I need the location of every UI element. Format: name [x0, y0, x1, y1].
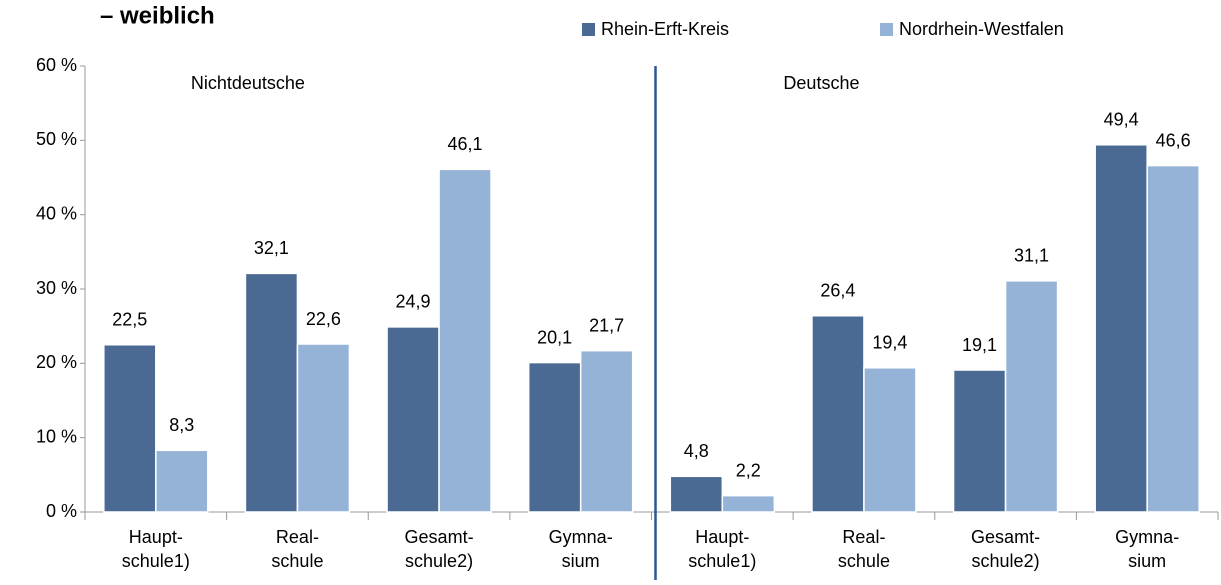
- bar: [1004, 280, 1059, 513]
- value-label: 24,9: [396, 292, 431, 312]
- x-tick-label: schule1): [688, 551, 756, 571]
- bar: [811, 315, 865, 513]
- group-label: Deutsche: [783, 73, 859, 93]
- x-tick-label: Haupt-: [129, 527, 183, 547]
- bar: [296, 343, 351, 513]
- value-label: 26,4: [820, 281, 855, 301]
- value-label: 2,2: [736, 460, 761, 480]
- x-tick-label: Gymna-: [1115, 527, 1179, 547]
- value-label: 49,4: [1104, 110, 1139, 130]
- bar: [386, 326, 440, 513]
- value-label: 4,8: [684, 441, 709, 461]
- bar: [527, 361, 582, 513]
- x-tick-label: sium: [1128, 551, 1166, 571]
- y-tick-label: 40 %: [36, 203, 77, 223]
- x-tick-label: Gesamt-: [405, 527, 474, 547]
- legend-swatch: [880, 23, 893, 36]
- bar: [155, 449, 209, 513]
- y-tick-label: 10 %: [36, 426, 77, 446]
- bar: [952, 369, 1007, 513]
- bar: [1146, 164, 1200, 513]
- chart-title: – weiblich: [100, 2, 215, 29]
- x-tick-label: schule2): [972, 551, 1040, 571]
- x-tick-label: schule: [838, 551, 890, 571]
- value-label: 32,1: [254, 238, 289, 258]
- value-label: 8,3: [169, 415, 194, 435]
- value-label: 22,6: [306, 309, 341, 329]
- value-label: 22,5: [112, 310, 147, 330]
- bar: [244, 272, 299, 513]
- y-tick-label: 50 %: [36, 129, 77, 149]
- x-tick-label: Haupt-: [695, 527, 749, 547]
- legend-label: Rhein-Erft-Kreis: [601, 19, 729, 39]
- y-tick-label: 20 %: [36, 352, 77, 372]
- bar: [721, 494, 776, 513]
- bar: [1094, 144, 1148, 513]
- x-tick-label: schule2): [405, 551, 473, 571]
- value-label: 31,1: [1014, 246, 1049, 266]
- y-tick-label: 30 %: [36, 278, 77, 298]
- legend-swatch: [582, 23, 595, 36]
- bar: [669, 475, 724, 513]
- value-label: 19,1: [962, 335, 997, 355]
- bar: [103, 344, 157, 513]
- x-tick-label: schule1): [122, 551, 190, 571]
- bar: [438, 168, 492, 513]
- x-tick-label: Gesamt-: [971, 527, 1040, 547]
- x-tick-label: Gymna-: [549, 527, 613, 547]
- value-label: 20,1: [537, 327, 572, 347]
- x-tick-label: Real-: [276, 527, 319, 547]
- y-tick-label: 0 %: [46, 501, 77, 521]
- x-tick-label: schule: [271, 551, 323, 571]
- group-label: Nichtdeutsche: [191, 73, 305, 93]
- value-label: 46,1: [448, 134, 483, 154]
- value-label: 21,7: [589, 315, 624, 335]
- value-label: 46,6: [1156, 130, 1191, 150]
- x-tick-label: sium: [562, 551, 600, 571]
- y-tick-label: 60 %: [36, 55, 77, 75]
- legend-label: Nordrhein-Westfalen: [899, 19, 1064, 39]
- x-tick-label: Real-: [842, 527, 885, 547]
- bar: [863, 367, 917, 513]
- value-label: 19,4: [872, 333, 907, 353]
- bar: [579, 349, 634, 513]
